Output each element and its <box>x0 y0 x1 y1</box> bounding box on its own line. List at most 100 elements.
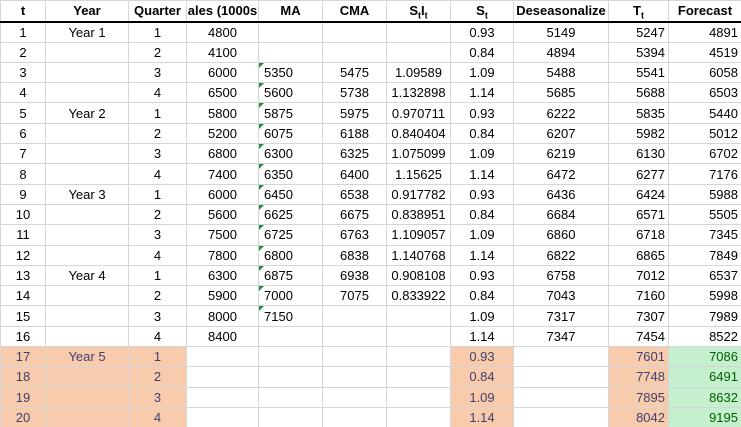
cell-ma-17[interactable] <box>258 346 323 368</box>
cell-tt-19[interactable]: 7895 <box>608 386 669 408</box>
cell-tt-15[interactable]: 7307 <box>608 305 669 327</box>
cell-tt-7[interactable]: 6130 <box>608 143 669 165</box>
cell-stit-1[interactable] <box>386 21 451 43</box>
cell-quarter-14[interactable]: 2 <box>128 285 187 307</box>
cell-ma-14[interactable]: 7000 <box>258 285 323 307</box>
cell-year-7[interactable] <box>45 143 129 165</box>
cell-st-3[interactable]: 1.09 <box>450 61 514 84</box>
cell-quarter-20[interactable]: 4 <box>128 406 187 427</box>
cell-forecast-10[interactable]: 5505 <box>668 203 741 226</box>
cell-st-13[interactable]: 0.93 <box>450 264 514 287</box>
cell-sales-11[interactable]: 7500 <box>186 224 259 246</box>
cell-forecast-5[interactable]: 5440 <box>668 102 741 124</box>
cell-ma-7[interactable]: 6300 <box>258 143 323 165</box>
cell-stit-8[interactable]: 1.15625 <box>386 163 451 185</box>
cell-quarter-12[interactable]: 4 <box>128 244 187 266</box>
cell-stit-10[interactable]: 0.838951 <box>386 203 451 226</box>
cell-quarter-2[interactable]: 2 <box>128 41 187 63</box>
column-header-tt[interactable]: Tt <box>608 0 669 23</box>
cell-tt-1[interactable]: 5247 <box>608 21 669 43</box>
cell-forecast-17[interactable]: 7086 <box>668 346 741 368</box>
column-header-cma[interactable]: CMA <box>322 0 387 23</box>
cell-sales-9[interactable]: 6000 <box>186 183 259 205</box>
cell-deseason-1[interactable]: 5149 <box>513 21 609 43</box>
cell-ma-5[interactable]: 5875 <box>258 102 323 124</box>
cell-st-19[interactable]: 1.09 <box>450 386 514 408</box>
cell-forecast-16[interactable]: 8522 <box>668 325 741 348</box>
cell-t-6[interactable]: 6 <box>0 122 46 145</box>
cell-year-10[interactable] <box>45 203 129 226</box>
cell-t-5[interactable]: 5 <box>0 102 46 124</box>
cell-st-20[interactable]: 1.14 <box>450 406 514 427</box>
cell-quarter-1[interactable]: 1 <box>128 21 187 43</box>
cell-tt-10[interactable]: 6571 <box>608 203 669 226</box>
cell-t-7[interactable]: 7 <box>0 143 46 165</box>
cell-sales-14[interactable]: 5900 <box>186 285 259 307</box>
cell-forecast-4[interactable]: 6503 <box>668 82 741 104</box>
cell-sales-10[interactable]: 5600 <box>186 203 259 226</box>
cell-quarter-15[interactable]: 3 <box>128 305 187 327</box>
cell-cma-2[interactable] <box>322 41 387 63</box>
cell-stit-2[interactable] <box>386 41 451 63</box>
cell-ma-16[interactable] <box>258 325 323 348</box>
cell-quarter-6[interactable]: 2 <box>128 122 187 145</box>
cell-quarter-11[interactable]: 3 <box>128 224 187 246</box>
cell-t-3[interactable]: 3 <box>0 61 46 84</box>
column-header-st[interactable]: St <box>450 0 514 23</box>
cell-st-4[interactable]: 1.14 <box>450 82 514 104</box>
cell-stit-11[interactable]: 1.109057 <box>386 224 451 246</box>
cell-year-13[interactable]: Year 4 <box>45 264 129 287</box>
cell-ma-15[interactable]: 7150 <box>258 305 323 327</box>
cell-sales-19[interactable] <box>186 386 259 408</box>
cell-st-14[interactable]: 0.84 <box>450 285 514 307</box>
cell-ma-3[interactable]: 5350 <box>258 61 323 84</box>
cell-sales-4[interactable]: 6500 <box>186 82 259 104</box>
column-header-year[interactable]: Year <box>45 0 129 23</box>
cell-year-17[interactable]: Year 5 <box>45 346 129 368</box>
cell-sales-16[interactable]: 8400 <box>186 325 259 348</box>
cell-tt-20[interactable]: 8042 <box>608 406 669 427</box>
cell-year-12[interactable] <box>45 244 129 266</box>
cell-quarter-19[interactable]: 3 <box>128 386 187 408</box>
cell-deseason-14[interactable]: 7043 <box>513 285 609 307</box>
cell-cma-12[interactable]: 6838 <box>322 244 387 266</box>
cell-st-16[interactable]: 1.14 <box>450 325 514 348</box>
cell-forecast-9[interactable]: 5988 <box>668 183 741 205</box>
cell-ma-11[interactable]: 6725 <box>258 224 323 246</box>
cell-t-15[interactable]: 15 <box>0 305 46 327</box>
cell-ma-13[interactable]: 6875 <box>258 264 323 287</box>
cell-forecast-3[interactable]: 6058 <box>668 61 741 84</box>
cell-year-11[interactable] <box>45 224 129 246</box>
cell-year-1[interactable]: Year 1 <box>45 21 129 43</box>
cell-tt-4[interactable]: 5688 <box>608 82 669 104</box>
cell-stit-4[interactable]: 1.132898 <box>386 82 451 104</box>
cell-sales-5[interactable]: 5800 <box>186 102 259 124</box>
cell-forecast-18[interactable]: 6491 <box>668 366 741 388</box>
cell-ma-18[interactable] <box>258 366 323 388</box>
cell-ma-4[interactable]: 5600 <box>258 82 323 104</box>
cell-cma-18[interactable] <box>322 366 387 388</box>
cell-ma-6[interactable]: 6075 <box>258 122 323 145</box>
cell-tt-16[interactable]: 7454 <box>608 325 669 348</box>
cell-year-15[interactable] <box>45 305 129 327</box>
cell-quarter-18[interactable]: 2 <box>128 366 187 388</box>
cell-st-8[interactable]: 1.14 <box>450 163 514 185</box>
cell-stit-20[interactable] <box>386 406 451 427</box>
cell-quarter-8[interactable]: 4 <box>128 163 187 185</box>
cell-st-2[interactable]: 0.84 <box>450 41 514 63</box>
cell-ma-2[interactable] <box>258 41 323 63</box>
cell-quarter-17[interactable]: 1 <box>128 346 187 368</box>
cell-deseason-13[interactable]: 6758 <box>513 264 609 287</box>
cell-ma-8[interactable]: 6350 <box>258 163 323 185</box>
cell-t-18[interactable]: 18 <box>0 366 46 388</box>
cell-st-9[interactable]: 0.93 <box>450 183 514 205</box>
cell-sales-18[interactable] <box>186 366 259 388</box>
cell-forecast-2[interactable]: 4519 <box>668 41 741 63</box>
cell-sales-2[interactable]: 4100 <box>186 41 259 63</box>
cell-cma-19[interactable] <box>322 386 387 408</box>
cell-t-20[interactable]: 20 <box>0 406 46 427</box>
cell-stit-18[interactable] <box>386 366 451 388</box>
cell-t-12[interactable]: 12 <box>0 244 46 266</box>
cell-t-13[interactable]: 13 <box>0 264 46 287</box>
cell-st-6[interactable]: 0.84 <box>450 122 514 145</box>
